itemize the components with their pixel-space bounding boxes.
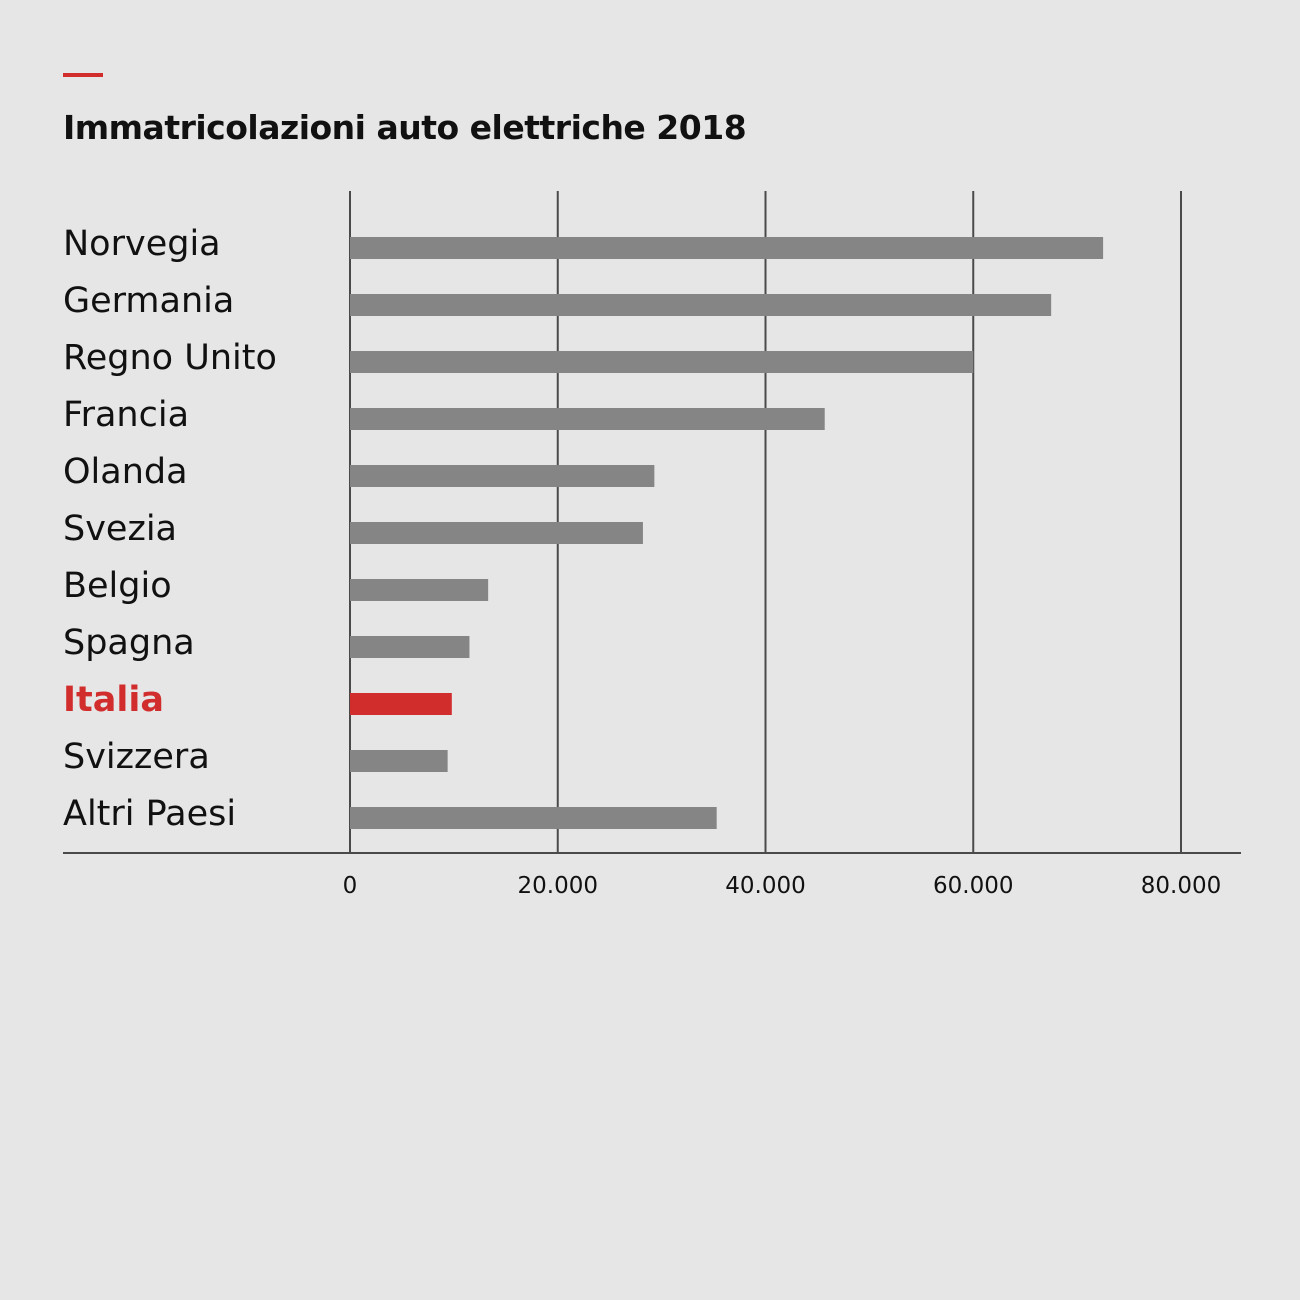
category-label-8: Italia [63, 680, 164, 720]
category-label-7: Spagna [63, 623, 195, 663]
title-accent-line [63, 73, 103, 77]
bars [350, 237, 1104, 829]
bar-10 [350, 807, 717, 829]
bar-8 [350, 693, 452, 715]
bar-6 [350, 579, 489, 601]
x-tick-label-0: 0 [343, 873, 358, 899]
x-tick-label-1: 20.000 [518, 873, 598, 899]
category-label-5: Svezia [63, 509, 177, 549]
x-tick-label-3: 60.000 [933, 873, 1013, 899]
bar-2 [350, 351, 974, 373]
bar-9 [350, 750, 448, 772]
category-labels: Norvegia Germania Regno Unito Francia Olanda… [63, 224, 277, 834]
category-label-1: Germania [63, 281, 234, 321]
category-label-10: Altri Paesi [63, 794, 236, 834]
bar-3 [350, 408, 825, 430]
category-label-4: Olanda [63, 452, 188, 492]
bar-0 [350, 237, 1104, 259]
category-label-0: Norvegia [63, 224, 221, 264]
bar-5 [350, 522, 643, 544]
bar-1 [350, 294, 1052, 316]
category-label-2: Regno Unito [63, 338, 277, 378]
category-label-9: Svizzera [63, 737, 210, 777]
x-tick-labels: 0 20.000 40.000 60.000 80.000 [343, 873, 1222, 899]
bar-4 [350, 465, 655, 487]
bar-7 [350, 636, 470, 658]
x-tick-label-2: 40.000 [725, 873, 805, 899]
category-label-6: Belgio [63, 566, 172, 606]
category-label-3: Francia [63, 395, 189, 435]
x-tick-label-4: 80.000 [1141, 873, 1221, 899]
chart-title: Immatricolazioni auto elettriche 2018 [63, 108, 747, 147]
